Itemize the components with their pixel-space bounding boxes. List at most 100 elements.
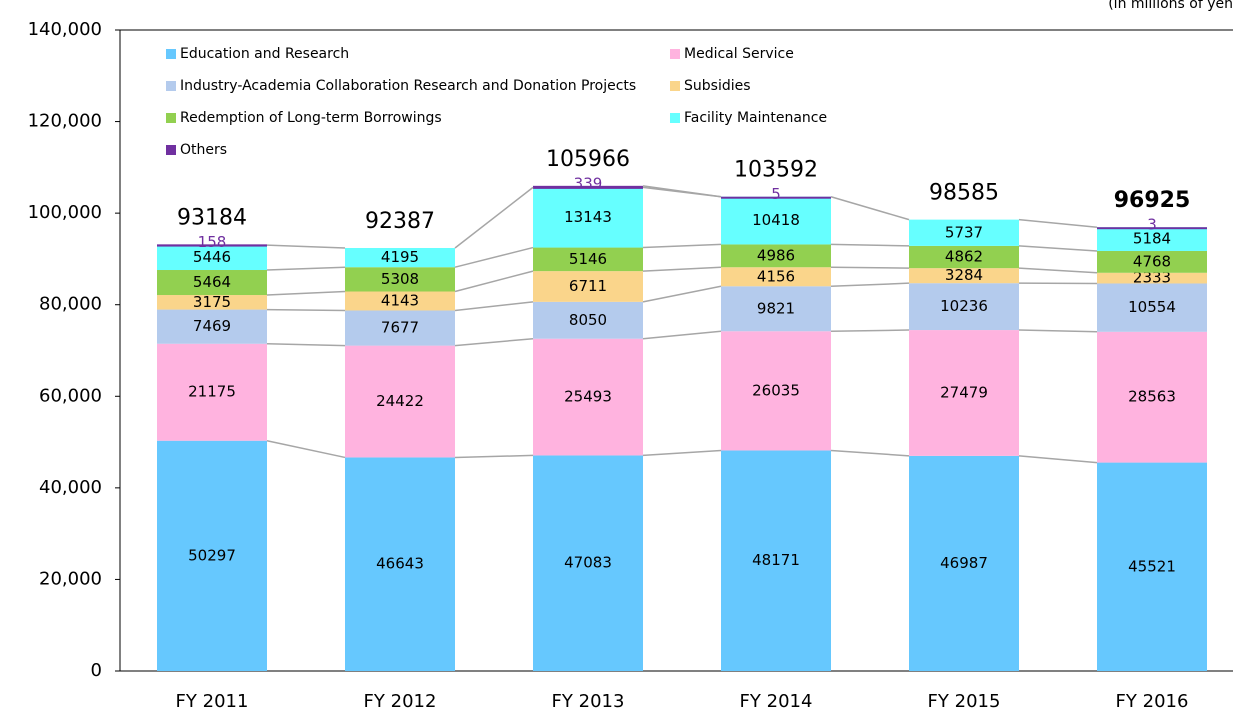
- data-label: 5308: [381, 270, 419, 288]
- data-label: 10418: [752, 211, 800, 229]
- data-label: 5: [771, 185, 781, 203]
- data-label: 10236: [940, 297, 988, 315]
- data-label: 28563: [1128, 388, 1176, 406]
- data-label: 25493: [564, 388, 612, 406]
- y-tick-label: 60,000: [39, 385, 102, 406]
- data-label: 21175: [188, 383, 236, 401]
- connector-line: [266, 439, 346, 459]
- connector-line: [1018, 329, 1098, 333]
- connector-line: [1018, 218, 1098, 228]
- connector-line: [830, 329, 910, 332]
- connector-line: [454, 246, 534, 268]
- data-label: 4986: [757, 246, 795, 264]
- data-label: 158: [198, 233, 227, 251]
- bar-segment: [1097, 272, 1207, 284]
- data-label: 45521: [1128, 557, 1176, 575]
- data-label: 47083: [564, 554, 612, 572]
- bar-segment: [157, 245, 267, 271]
- total-label: 92387: [365, 209, 435, 234]
- data-label: 8050: [569, 311, 607, 329]
- legend-swatch: [670, 113, 680, 123]
- bar-segment: [909, 268, 1019, 284]
- bar-segment: [909, 455, 1019, 671]
- bar-segment: [909, 283, 1019, 331]
- y-tick-label: 20,000: [39, 568, 102, 589]
- y-tick-label: 100,000: [28, 202, 102, 223]
- bar-segment: [345, 247, 455, 268]
- x-tick-label: FY 2016: [1116, 691, 1189, 712]
- bar-segment: [345, 291, 455, 311]
- legend-swatch: [166, 145, 176, 155]
- data-label: 50297: [188, 546, 236, 564]
- connector-line: [454, 270, 534, 293]
- bar-segment: [345, 345, 455, 458]
- bar-segment: [721, 450, 831, 671]
- legend-swatch: [670, 81, 680, 91]
- bar-segment: [345, 267, 455, 292]
- bar-segment: [157, 295, 267, 310]
- bar-segment: [157, 309, 267, 344]
- data-label: 46987: [940, 554, 988, 572]
- bar-segment: [909, 219, 1019, 246]
- data-label: 48171: [752, 551, 800, 569]
- data-label: 5737: [945, 223, 983, 241]
- bar-segment: [721, 286, 831, 332]
- data-label: 3175: [193, 293, 231, 311]
- bar-segment: [533, 455, 643, 671]
- connector-line: [830, 266, 910, 269]
- connector-line: [1018, 267, 1098, 274]
- data-label: 9821: [757, 299, 795, 317]
- legend-label: Industry-Academia Collaboration Research…: [180, 78, 636, 94]
- connector-line: [454, 301, 534, 312]
- bar-segment: [1097, 283, 1207, 332]
- connector-line: [1018, 455, 1098, 464]
- bar-segment: [533, 338, 643, 456]
- bar-segment: [345, 457, 455, 671]
- connector-line: [830, 243, 910, 247]
- legend-swatch: [670, 49, 680, 59]
- bar-segment: [721, 267, 831, 287]
- bar-segment: [1097, 462, 1207, 671]
- data-label: 2333: [1133, 269, 1171, 287]
- data-label: 5146: [569, 250, 607, 268]
- legend-label: Subsidies: [684, 78, 751, 94]
- unit-note: (in millions of yen: [1108, 0, 1233, 12]
- bar-segment: [1097, 227, 1207, 230]
- bar-segment: [157, 440, 267, 671]
- legend-label: Redemption of Long-term Borrowings: [180, 110, 442, 126]
- legend-label: Others: [180, 142, 227, 158]
- y-tick-label: 140,000: [28, 19, 102, 40]
- connector-line: [1018, 245, 1098, 252]
- connector-line: [266, 244, 346, 249]
- connector-line: [454, 186, 534, 249]
- bar-segment: [721, 196, 831, 245]
- connector-line: [454, 337, 534, 347]
- data-label: 7469: [193, 317, 231, 335]
- legend-label: Medical Service: [684, 46, 794, 62]
- connector-line: [830, 195, 910, 221]
- data-label: 4143: [381, 291, 419, 309]
- connector-line: [642, 243, 722, 249]
- data-label: 4768: [1133, 252, 1171, 270]
- x-tick-label: FY 2012: [364, 691, 437, 712]
- y-tick-label: 80,000: [39, 294, 102, 315]
- bar-segment: [1097, 331, 1207, 463]
- data-label: 10554: [1128, 298, 1176, 316]
- bar-segment: [533, 271, 643, 302]
- connector-line: [266, 290, 346, 296]
- bar-segment: [533, 185, 643, 189]
- connector-line: [642, 266, 722, 272]
- y-tick-label: 0: [91, 660, 102, 681]
- x-tick-label: FY 2013: [552, 691, 625, 712]
- data-label: 5464: [193, 273, 231, 291]
- total-label: 105966: [546, 147, 630, 172]
- bar-segment: [1097, 227, 1207, 251]
- bar-segment: [721, 244, 831, 268]
- data-label: 5446: [193, 248, 231, 266]
- connector-line: [830, 449, 910, 457]
- total-label: 93184: [177, 205, 247, 230]
- data-label: 3284: [945, 266, 983, 284]
- connector-line: [642, 449, 722, 457]
- total-label: 98585: [929, 181, 999, 206]
- data-label: 4195: [381, 248, 419, 266]
